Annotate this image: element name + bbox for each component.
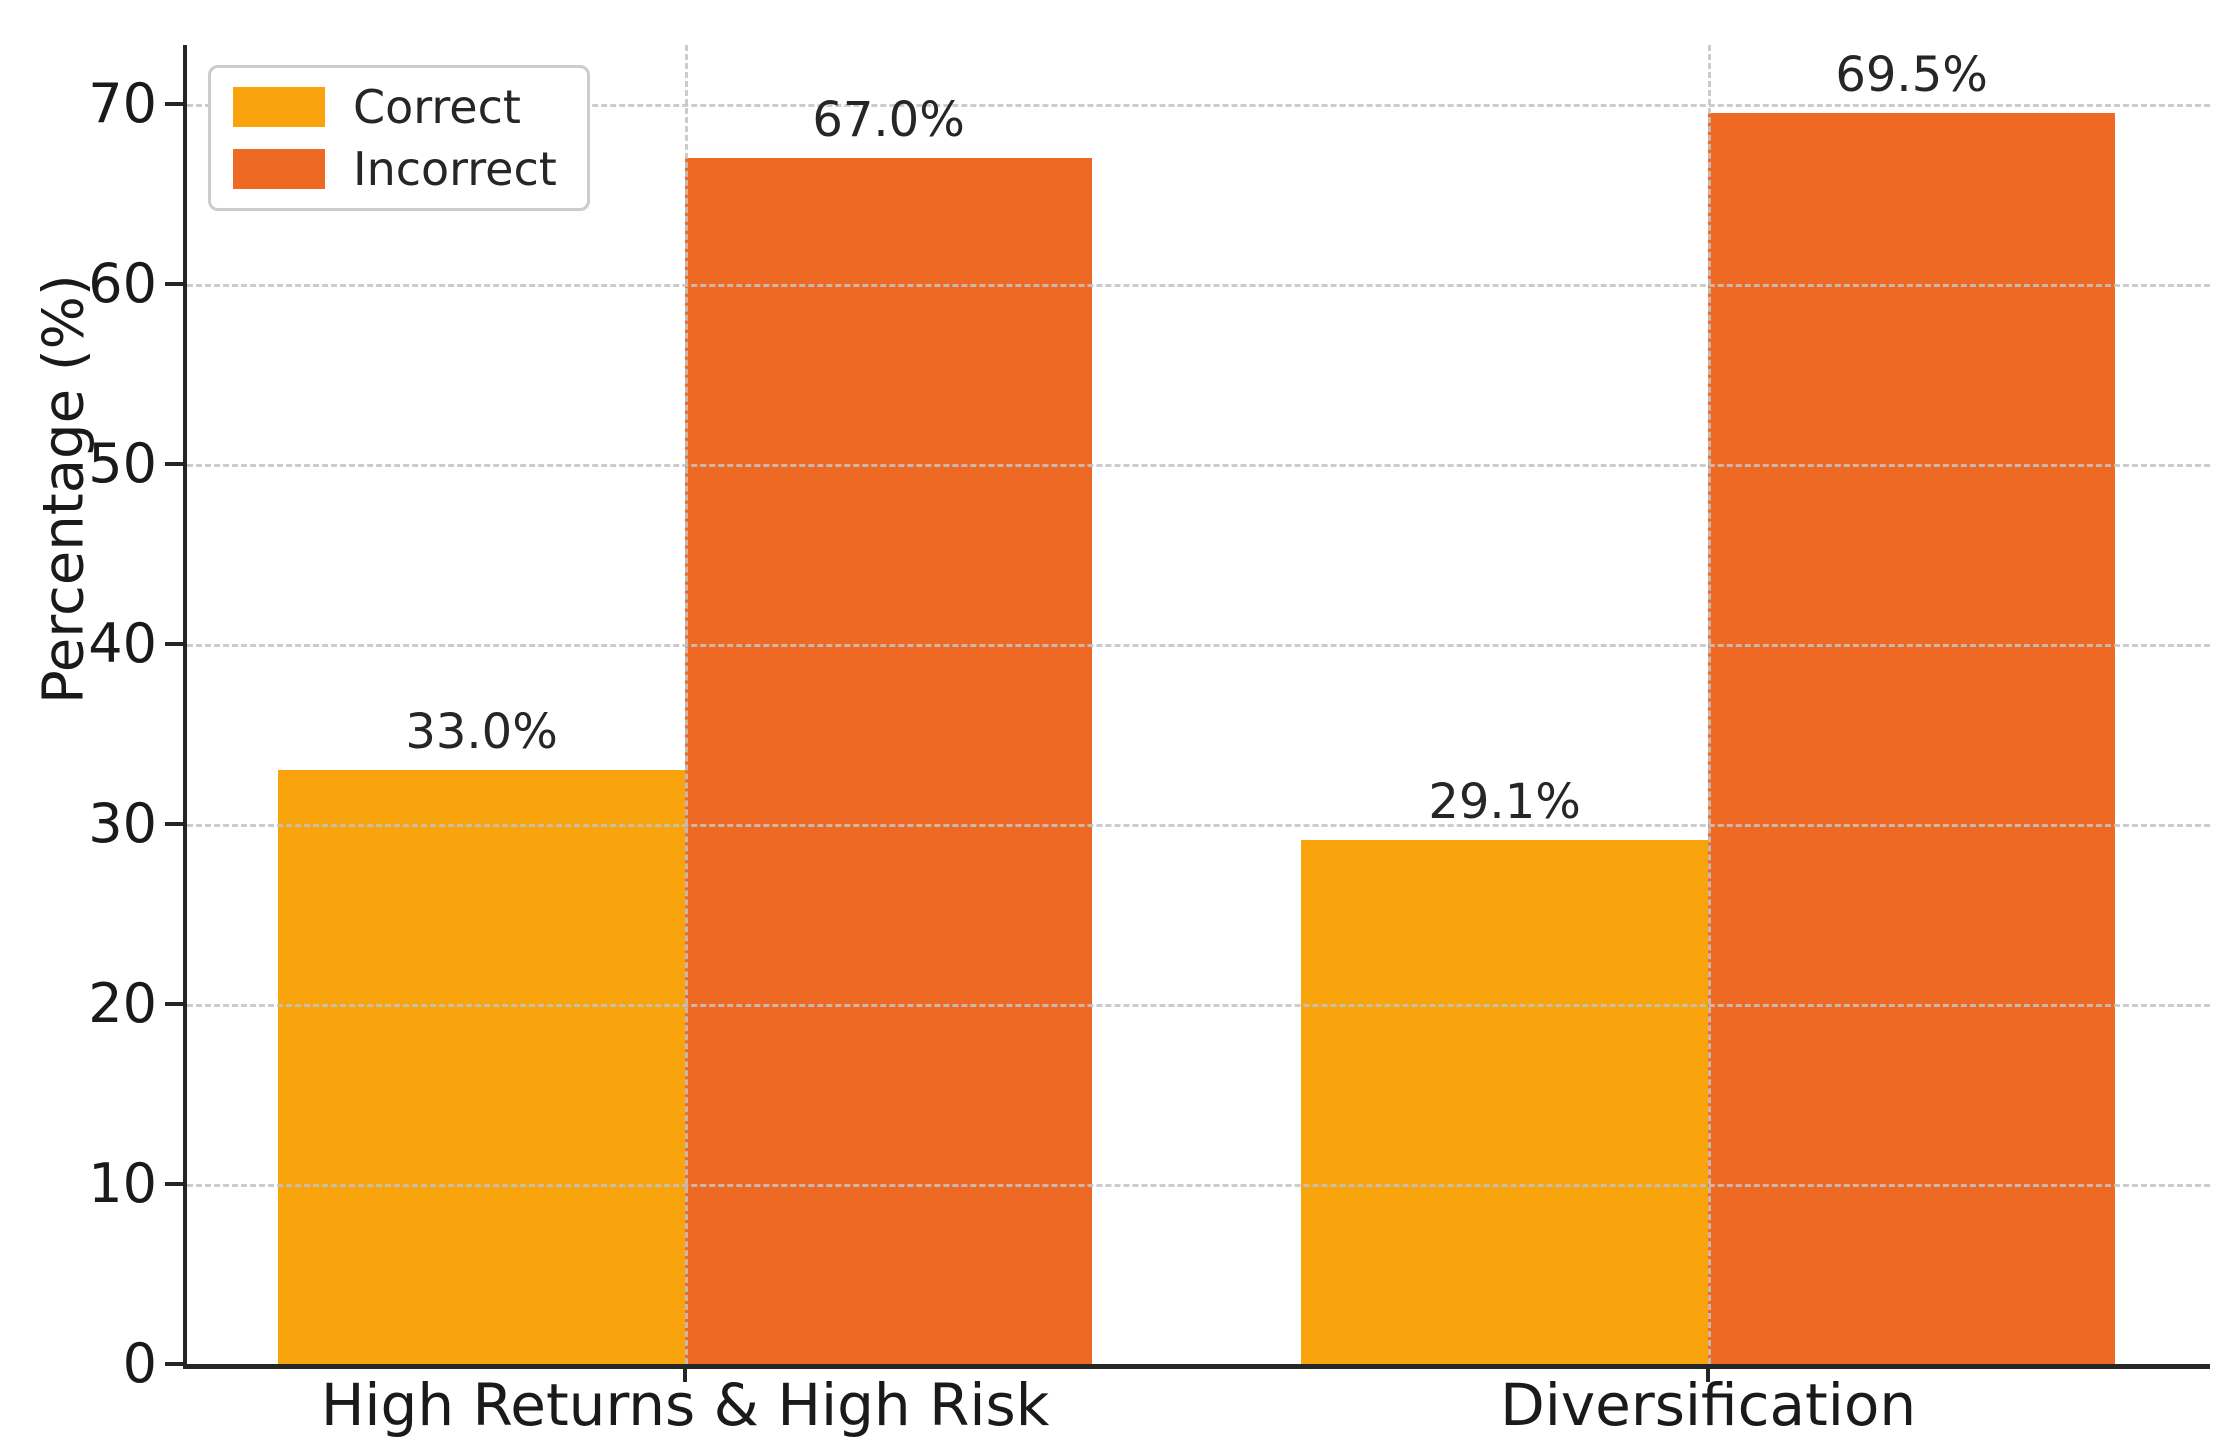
y-tick-label-30: 30 xyxy=(88,792,157,856)
y-tick-label-60: 60 xyxy=(88,252,157,316)
legend-label-correct: Correct xyxy=(353,80,521,134)
value-label-correct-1: 29.1% xyxy=(1428,774,1581,831)
legend-swatch-correct xyxy=(233,87,325,127)
legend-entry-correct: Correct xyxy=(233,84,557,130)
legend-label-incorrect: Incorrect xyxy=(353,142,557,196)
value-label-incorrect-0: 67.0% xyxy=(812,92,965,149)
bar-correct-1 xyxy=(1301,840,1709,1364)
y-tick-label-10: 10 xyxy=(88,1152,157,1216)
value-label-incorrect-1: 69.5% xyxy=(1835,47,1988,104)
v-gridline-0 xyxy=(685,45,689,1364)
y-tick-mark-70 xyxy=(165,102,187,107)
legend-swatch-incorrect xyxy=(233,149,325,189)
h-gridline-10 xyxy=(187,1184,2210,1188)
h-gridline-60 xyxy=(187,284,2210,288)
y-tick-label-20: 20 xyxy=(88,972,157,1036)
y-axis-spine xyxy=(183,45,187,1364)
y-tick-mark-20 xyxy=(165,1002,187,1007)
y-tick-mark-10 xyxy=(165,1182,187,1187)
x-tick-mark-1 xyxy=(1706,1364,1711,1382)
x-axis-spine xyxy=(183,1364,2210,1369)
h-gridline-70 xyxy=(187,104,2210,108)
v-gridline-1 xyxy=(1708,45,1712,1364)
y-tick-mark-60 xyxy=(165,282,187,287)
plot-area: 33.0% 67.0% 29.1% 69.5% Correct Incorrect xyxy=(183,45,2210,1369)
y-tick-mark-0 xyxy=(165,1362,187,1366)
x-tick-label-1: Diversification xyxy=(1500,1371,1917,1439)
bar-correct-0 xyxy=(278,770,686,1364)
bar-incorrect-0 xyxy=(685,158,1093,1364)
value-label-correct-0: 33.0% xyxy=(405,704,558,761)
y-tick-mark-50 xyxy=(165,462,187,467)
y-tick-mark-40 xyxy=(165,642,187,647)
bar-incorrect-1 xyxy=(1708,113,2116,1364)
y-tick-label-70: 70 xyxy=(88,72,157,136)
h-gridline-50 xyxy=(187,464,2210,468)
y-tick-label-0: 0 xyxy=(122,1332,157,1395)
x-tick-mark-0 xyxy=(683,1364,688,1382)
legend-entry-incorrect: Incorrect xyxy=(233,146,557,192)
y-tick-mark-30 xyxy=(165,822,187,827)
y-tick-label-40: 40 xyxy=(88,612,157,676)
h-gridline-40 xyxy=(187,644,2210,648)
x-tick-label-0: High Returns & High Risk xyxy=(320,1371,1050,1439)
h-gridline-20 xyxy=(187,1004,2210,1008)
legend: Correct Incorrect xyxy=(208,65,590,211)
y-tick-label-50: 50 xyxy=(88,432,157,496)
h-gridline-30 xyxy=(187,824,2210,828)
